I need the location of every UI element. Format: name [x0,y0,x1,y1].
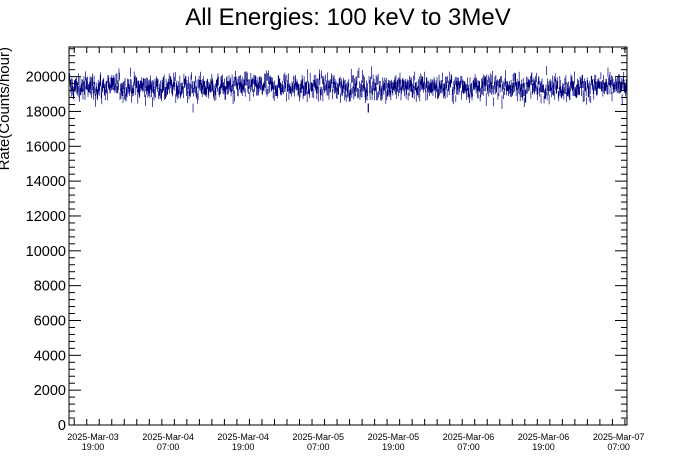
x-tick-label-date: 2025-Mar-04 [142,432,194,442]
x-tick-label-time: 19:00 [232,442,255,452]
x-tick-label-time: 19:00 [382,442,405,452]
y-tick-label: 10000 [26,244,66,260]
x-tick-label-date: 2025-Mar-03 [67,432,119,442]
x-tick-label-date: 2025-Mar-06 [518,432,570,442]
axes: 0 2000 4000 6000 8000 10000 12000 14000 16000 180… [26,46,645,452]
x-tick-label-time: 07:00 [157,442,180,452]
rate-error-bars [68,65,628,113]
data-series [68,65,628,113]
x-tick-label-time: 07:00 [607,442,630,452]
y-tick-label: 4000 [34,348,66,364]
y-tick-label: 14000 [26,174,66,190]
x-tick-label-time: 19:00 [82,442,105,452]
x-tick-label-time: 19:00 [532,442,555,452]
x-tick-label-time: 07:00 [307,442,330,452]
y-tick-label: 20000 [26,70,66,86]
y-tick-label: 8000 [34,279,66,295]
plot-frame [68,46,628,426]
x-tick-label-date: 2025-Mar-05 [368,432,420,442]
x-tick-label-date: 2025-Mar-06 [443,432,495,442]
y-tick-label: 16000 [26,139,66,155]
y-axis-label: Rate(Counts/hour) [0,47,13,170]
chart-title: All Energies: 100 keV to 3MeV [185,4,511,31]
y-tick-label: 0 [58,418,66,434]
y-tick-label: 18000 [26,104,66,120]
x-tick-label-date: 2025-Mar-07 [593,432,645,442]
x-tick-label-date: 2025-Mar-05 [293,432,345,442]
y-tick-label: 2000 [34,383,66,399]
x-tick-label-time: 07:00 [457,442,480,452]
y-tick-label: 6000 [34,313,66,329]
x-tick-label-date: 2025-Mar-04 [217,432,269,442]
y-tick-label: 12000 [26,209,66,225]
